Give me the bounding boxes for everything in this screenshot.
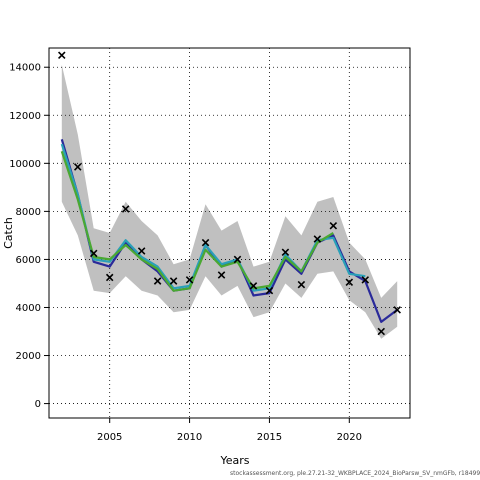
x-axis-title: Years	[219, 454, 249, 467]
observation-point	[73, 163, 82, 171]
observation-point	[58, 51, 66, 59]
observation-point	[121, 205, 130, 213]
observation-point	[185, 276, 194, 284]
observation-point	[233, 255, 242, 264]
series-layer	[60, 138, 398, 323]
confidence-band	[61, 64, 398, 339]
observation-point	[169, 277, 178, 285]
observation-point	[393, 306, 401, 314]
confidence-band-layer	[61, 64, 398, 339]
observation-point	[329, 222, 338, 230]
plot-frame	[48, 47, 411, 419]
observation-point	[89, 249, 98, 258]
y-tick-label: 4000	[16, 303, 41, 314]
y-tick-label: 12000	[9, 111, 41, 122]
x-tick-label: 2010	[177, 432, 202, 443]
observation-point	[345, 278, 354, 287]
observation-point	[201, 238, 210, 247]
y-tick-label: 6000	[16, 255, 41, 266]
grid-layer	[49, 48, 410, 418]
series-line-3	[60, 150, 334, 292]
y-tick-label: 10000	[9, 159, 41, 170]
x-axis: 2005 2010 2015 2020	[97, 418, 362, 443]
y-tick-label: 2000	[16, 351, 41, 362]
observation-point	[105, 273, 114, 282]
observation-point	[313, 235, 322, 243]
observation-point	[361, 276, 370, 284]
observation-point	[377, 327, 386, 336]
observation-point	[217, 271, 226, 279]
observation-point	[249, 282, 258, 290]
x-tick-label: 2005	[97, 432, 122, 443]
x-tick-label: 2015	[257, 432, 282, 443]
observation-point	[137, 247, 146, 255]
y-tick-label: 14000	[9, 63, 41, 74]
footer-note: stockassessment.org, ple.27.21-32_WKBPLA…	[230, 470, 480, 477]
x-tick-label: 2020	[337, 432, 362, 443]
observation-point	[265, 286, 274, 295]
observation-point	[153, 277, 162, 285]
y-tick-label: 8000	[16, 207, 41, 218]
observation-point	[297, 280, 306, 289]
observation-point	[281, 248, 290, 256]
observations-layer	[58, 51, 401, 336]
y-tick-label: 0	[35, 399, 41, 410]
y-axis-title: Catch	[2, 217, 15, 249]
y-axis: 0 2000 4000 6000 8000 10000 12000 14000	[9, 63, 49, 410]
